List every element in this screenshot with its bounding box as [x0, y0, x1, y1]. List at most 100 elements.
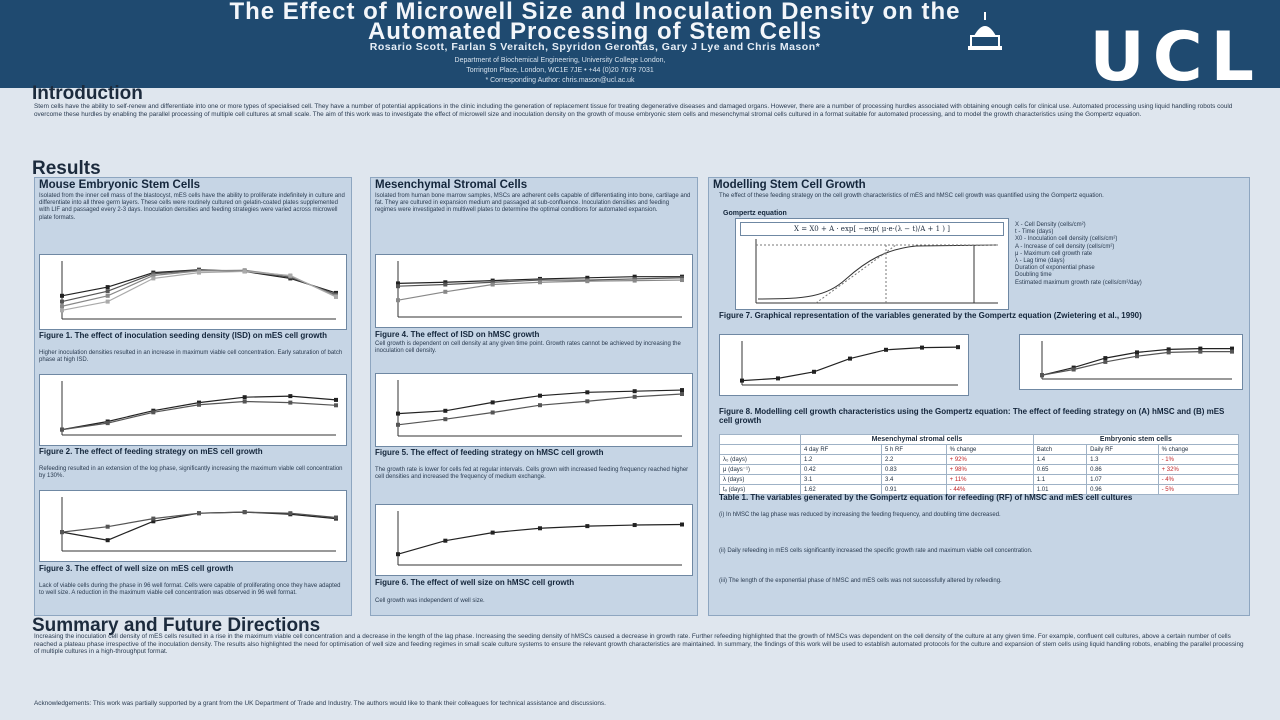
introduction-text: Stem cells have the ability to self-rene…	[34, 103, 1233, 118]
table-cell: λ₀ (days)	[719, 454, 801, 465]
legend-item: A - Increase of cell density (cells/cm²)	[1015, 243, 1115, 250]
figure-4-caption: Figure 4. The effect of ISD on hMSC grow…	[375, 330, 540, 339]
table-cell: 0.83	[881, 464, 947, 475]
data-point	[1230, 346, 1234, 351]
figure-3-plot	[39, 490, 347, 562]
data-point	[242, 395, 247, 400]
affiliation-line2: Torrington Place, London, WC1E 7JE • +44…	[466, 67, 654, 74]
poster-header: The Effect of Microwell Size and Inocula…	[0, 0, 1280, 92]
data-point	[151, 276, 156, 281]
data-point	[60, 299, 64, 304]
panel3-note-3: (iii) The length of the exponential phas…	[719, 578, 1002, 584]
data-point	[585, 279, 590, 284]
figure-8-caption: Figure 8. Modelling cell growth characte…	[719, 407, 1225, 425]
data-point	[632, 394, 637, 399]
data-point	[490, 400, 495, 405]
panel2-title: Mesenchymal Stromal Cells	[375, 179, 528, 191]
data-point	[105, 293, 110, 298]
data-point	[105, 289, 110, 294]
legend-item: Estimated maximum growth rate (cells/cm²…	[1015, 279, 1142, 286]
legend-item: Duration of exponential phase	[1015, 265, 1095, 272]
table-cell: 1.4	[1032, 454, 1088, 465]
data-point	[585, 390, 590, 395]
figure-2-caption: Figure 2. The effect of feeding strategy…	[39, 447, 263, 456]
panel-mouse-es-cells: Mouse Embryonic Stem Cells Isolated from…	[34, 177, 352, 616]
results-heading: Results	[32, 158, 101, 179]
data-point	[490, 530, 495, 535]
table-cell: 3.1	[799, 474, 883, 485]
data-point	[151, 516, 156, 521]
panel-mesenchymal-stromal-cells: Mesenchymal Stromal Cells Isolated from …	[370, 177, 698, 616]
data-point	[490, 410, 495, 415]
data-point	[396, 284, 400, 289]
data-point	[680, 388, 684, 393]
data-point	[632, 523, 637, 528]
data-point	[396, 281, 400, 286]
data-point	[443, 289, 448, 294]
data-point	[1135, 354, 1139, 359]
data-point	[242, 399, 247, 404]
data-point	[740, 378, 744, 383]
affiliation-line3: * Corresponding Author: chris.mason@ucl.…	[485, 77, 635, 84]
ucl-dome-icon	[968, 12, 1002, 50]
table-row: λ₀ (days) 1.2 2.2 + 92% 1.4 1.3 - 1%	[719, 454, 1240, 465]
table-cell: 0.86	[1086, 464, 1159, 475]
legend-item: X - Cell Density (cells/cm²)	[1015, 222, 1086, 228]
data-point	[105, 538, 110, 543]
data-point	[538, 393, 542, 398]
data-point	[151, 410, 156, 415]
table-cell: 1.1	[1032, 474, 1088, 485]
data-point	[396, 411, 400, 416]
data-point	[1198, 346, 1203, 351]
data-point	[538, 403, 542, 408]
data-point	[60, 427, 64, 432]
figure-3-note: Lack of viable cells during the phase in…	[39, 583, 341, 596]
figure-1-note: Higher inoculation densities resulted in…	[39, 350, 343, 363]
data-point	[680, 275, 684, 280]
data-point	[812, 369, 816, 374]
data-point	[776, 376, 780, 381]
data-point	[288, 511, 293, 516]
data-point	[396, 552, 400, 557]
figure-5-note: The growth rate is lower for cells fed a…	[375, 467, 689, 480]
panel1-title: Mouse Embryonic Stem Cells	[39, 179, 201, 191]
panel3-title: Modelling Stem Cell Growth	[713, 179, 866, 191]
data-point	[680, 522, 684, 527]
results-table: Mesenchymal stromal cells Embryonic stem…	[719, 434, 1240, 495]
acknowledgements: Acknowledgements: This work was partiall…	[34, 700, 606, 707]
figure-1-plot	[39, 254, 347, 330]
figure-4-note: Cell growth is dependent on cell density…	[375, 341, 681, 354]
figure-2-note: Refeeding resulted in an extension of th…	[39, 466, 343, 479]
legend-item: t - Time (days)	[1015, 229, 1054, 236]
table-header-cell: Daily RF	[1086, 444, 1159, 455]
table-header-cell: Batch	[1032, 444, 1088, 455]
figure-6-note: Cell growth was independent of well size…	[375, 598, 485, 604]
data-point	[443, 282, 448, 287]
data-point	[490, 280, 495, 285]
table-group-header: Embryonic stem cells	[1032, 434, 1240, 445]
figure-8a-plot	[719, 334, 969, 396]
table-header-cell	[719, 444, 801, 455]
data-point	[585, 399, 590, 404]
figure-8b-plot	[1019, 334, 1243, 390]
gompertz-variable-legend: X - Cell Density (cells/cm²) t - Time (d…	[1015, 222, 1241, 287]
legend-item: Doubling time	[1015, 272, 1052, 279]
data-point	[538, 280, 542, 285]
table-row: μ (days⁻¹) 0.42 0.83 + 98% 0.65 0.86 + 3…	[719, 464, 1240, 475]
data-point	[151, 273, 156, 278]
data-point	[197, 270, 201, 275]
panel-modelling-growth: Modelling Stem Cell Growth The effect of…	[708, 177, 1250, 616]
panel2-text: Isolated from human bone marrow samples,…	[375, 193, 691, 214]
poster-title-line1: The Effect of Microwell Size and Inocula…	[229, 0, 961, 25]
data-point	[1166, 347, 1171, 352]
summary-heading: Summary and Future Directions	[32, 615, 321, 636]
data-point	[632, 278, 637, 283]
series-line	[397, 393, 683, 426]
table-row: λ (days) 3.1 3.4 + 11% 1.1 1.07 - 4%	[719, 474, 1240, 485]
table-cell: 1.07	[1086, 474, 1159, 485]
data-point	[60, 304, 64, 309]
data-point	[396, 298, 400, 303]
figure-4-plot	[375, 254, 693, 328]
data-point	[105, 524, 110, 529]
table-header-cell: 4 day RF	[799, 444, 883, 455]
